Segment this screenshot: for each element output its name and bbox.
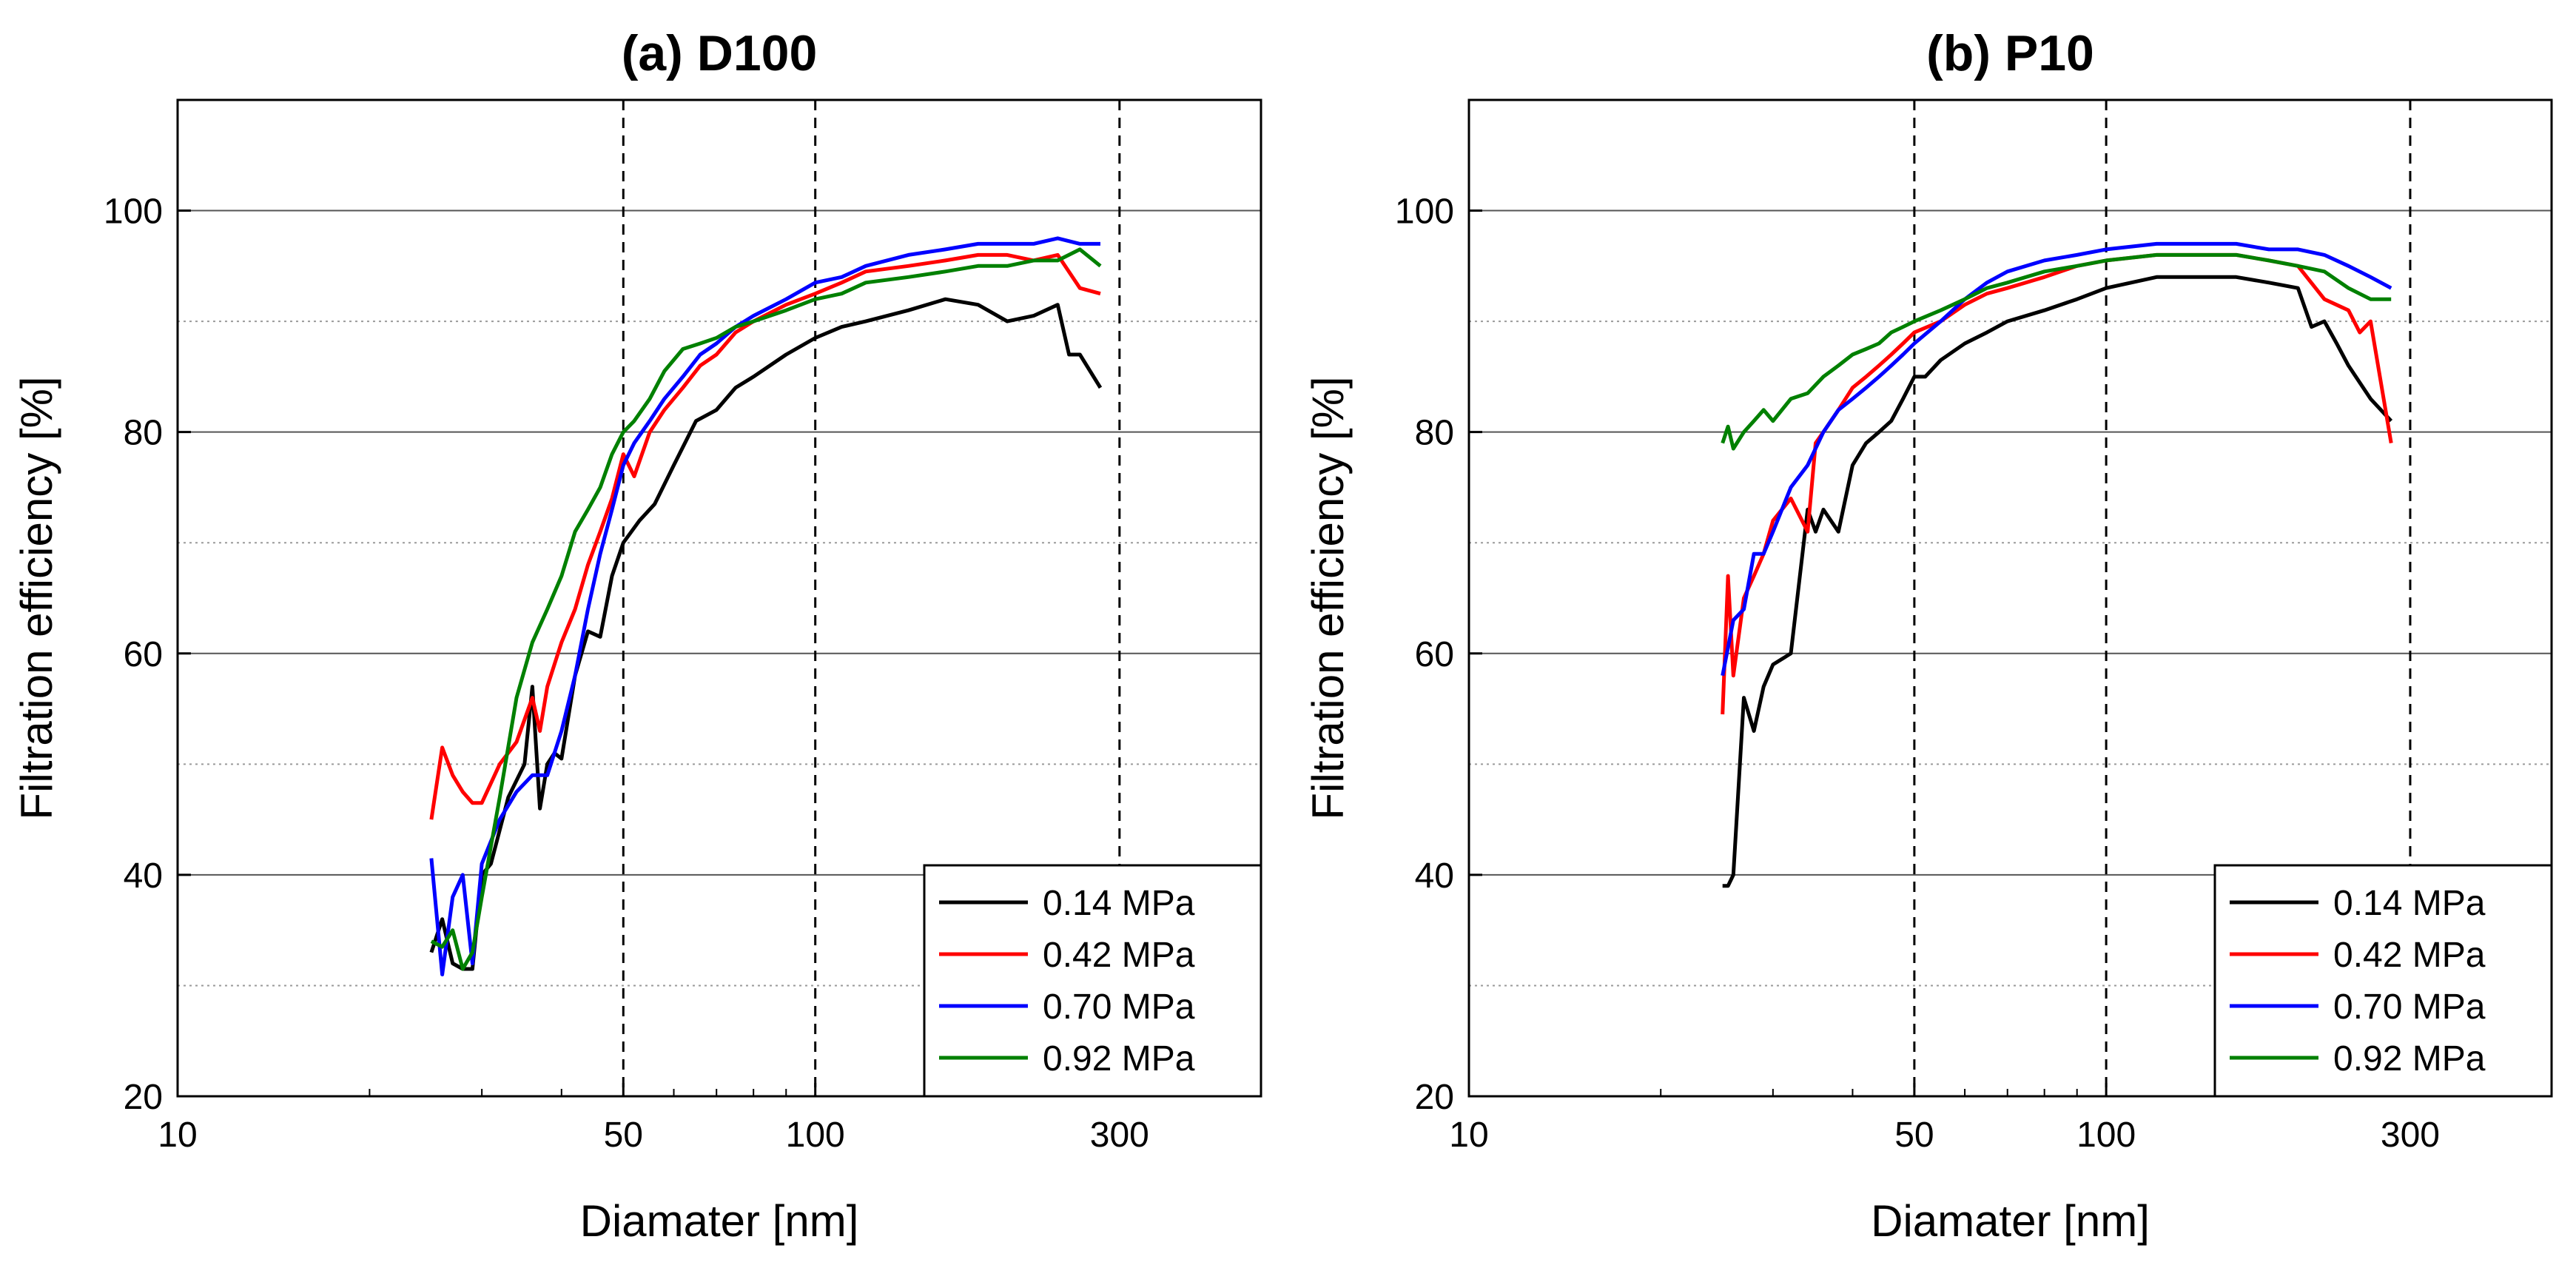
chart-title: (a) D100: [622, 25, 818, 81]
legend-entry: 0.70 MPa: [2333, 987, 2486, 1027]
y-tick-label: 80: [1415, 414, 1454, 453]
series-line-0-70-mpa: [1721, 241, 2392, 677]
y-tick-label: 100: [1395, 192, 1454, 232]
legend-entry: 0.92 MPa: [1043, 1039, 1195, 1079]
panel-a: 10 50 100 300 20 40 60 80 100 (a) D100 Diamater [n…: [12, 25, 1262, 1246]
series-line-0-14-mpa: [429, 297, 1103, 971]
legend-entry: 0.14 MPa: [1043, 884, 1195, 923]
legend-entry: 0.92 MPa: [2333, 1039, 2486, 1079]
legend-entry: 0.42 MPa: [2333, 936, 2486, 975]
series-line-0-92-mpa: [1721, 252, 2392, 451]
x-tick-label: 10: [1449, 1116, 1488, 1155]
series-line-0-92-mpa: [430, 247, 1102, 971]
y-axis-label: Filtration efficiency [%]: [1303, 376, 1353, 819]
y-tick-label: 20: [1415, 1078, 1454, 1117]
y-tick-label: 60: [124, 635, 163, 674]
x-tick-label: 10: [158, 1116, 197, 1155]
x-tick-label: 300: [1090, 1116, 1149, 1155]
legend: 0.14 MPa 0.42 MPa 0.70 MPa 0.92 MPa: [923, 864, 1262, 1098]
x-tick-label: 100: [786, 1116, 845, 1155]
y-axis-label: Filtration efficiency [%]: [12, 376, 61, 819]
series-line-0-14-mpa: [1722, 275, 2393, 888]
legend-entry: 0.14 MPa: [2333, 884, 2486, 923]
series-line-0-70-mpa: [429, 236, 1100, 976]
legend-entry: 0.70 MPa: [1043, 987, 1195, 1027]
legend-entry: 0.42 MPa: [1043, 936, 1195, 975]
plot-frame: [1467, 98, 2553, 1098]
x-axis-label: Diamater [nm]: [580, 1196, 859, 1246]
series-line-0-42-mpa: [1721, 252, 2393, 715]
y-tick-label: 80: [124, 414, 163, 453]
x-axis-label: Diamater [nm]: [1871, 1196, 2150, 1246]
x-tick-label: 100: [2076, 1116, 2136, 1155]
panel-b: 10 50 100 300 20 40 60 80 100 (b) P10 Diamater [nm…: [1303, 25, 2553, 1246]
series-line-0-42-mpa: [429, 252, 1101, 820]
y-tick-label: 20: [124, 1078, 163, 1117]
chart-title: (b) P10: [1926, 25, 2094, 81]
y-tick-label: 60: [1415, 635, 1454, 674]
y-tick-label: 40: [1415, 856, 1454, 896]
x-tick-label: 300: [2381, 1116, 2440, 1155]
plot-frame: [176, 98, 1262, 1098]
x-tick-label: 50: [1894, 1116, 1934, 1155]
legend: 0.14 MPa 0.42 MPa 0.70 MPa 0.92 MPa: [2213, 864, 2553, 1098]
x-tick-label: 50: [604, 1116, 643, 1155]
y-tick-label: 40: [124, 856, 163, 896]
y-tick-label: 100: [104, 192, 163, 232]
